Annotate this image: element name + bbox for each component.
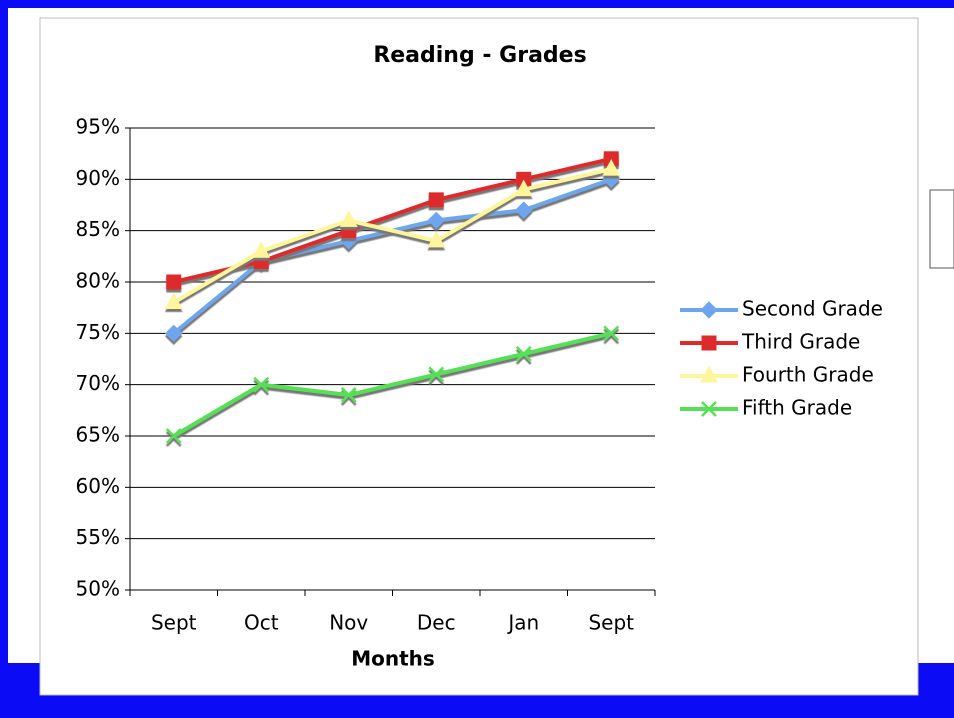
legend-marker xyxy=(701,401,717,417)
x-tick-label: Sept xyxy=(588,611,634,635)
marker xyxy=(253,376,270,393)
marker xyxy=(515,345,532,362)
marker xyxy=(515,201,533,219)
x-tick-label: Sept xyxy=(151,611,197,635)
marker xyxy=(428,192,444,208)
marker xyxy=(427,211,445,230)
marker xyxy=(165,428,182,444)
legend-marker xyxy=(701,335,717,351)
x-tick-label: Oct xyxy=(244,611,279,635)
legend-marker xyxy=(700,301,718,319)
x-tick-label: Dec xyxy=(417,611,456,635)
marker xyxy=(339,210,358,227)
y-tick-label: 70% xyxy=(76,371,120,395)
x-tick-label: Jan xyxy=(506,611,539,635)
y-tick-label: 65% xyxy=(76,423,120,447)
marker xyxy=(427,230,446,248)
y-tick-label: 75% xyxy=(76,320,120,344)
marker xyxy=(164,292,183,310)
y-tick-label: 85% xyxy=(76,217,120,241)
marker xyxy=(514,179,533,197)
y-tick-label: 50% xyxy=(76,577,120,601)
marker xyxy=(165,324,183,343)
y-tick-label: 80% xyxy=(76,269,120,293)
legend-marker xyxy=(700,365,718,383)
marker xyxy=(340,387,357,403)
series-line xyxy=(172,167,612,305)
series xyxy=(165,325,620,444)
y-tick-label: 55% xyxy=(76,525,120,549)
marker xyxy=(252,241,271,258)
side-box xyxy=(929,189,954,269)
series-line xyxy=(173,156,612,284)
x-tick-label: Nov xyxy=(329,611,368,635)
series xyxy=(164,159,621,310)
marker xyxy=(602,159,621,176)
legend-label: Fourth Grade xyxy=(742,363,874,387)
marker xyxy=(428,366,445,383)
y-tick-label: 95% xyxy=(76,115,120,139)
series-line xyxy=(172,331,612,438)
y-tick-label: 60% xyxy=(76,474,120,498)
marker xyxy=(603,325,620,342)
marker xyxy=(166,274,182,290)
legend-label: Fifth Grade xyxy=(742,396,852,420)
chart-title: Reading - Grades xyxy=(373,43,586,68)
y-tick-label: 90% xyxy=(76,166,120,190)
series xyxy=(166,151,619,290)
legend-label: Third Grade xyxy=(741,330,860,354)
legend-label: Second Grade xyxy=(742,297,883,321)
x-axis-label: Months xyxy=(351,647,435,671)
chart-frame xyxy=(39,17,919,696)
